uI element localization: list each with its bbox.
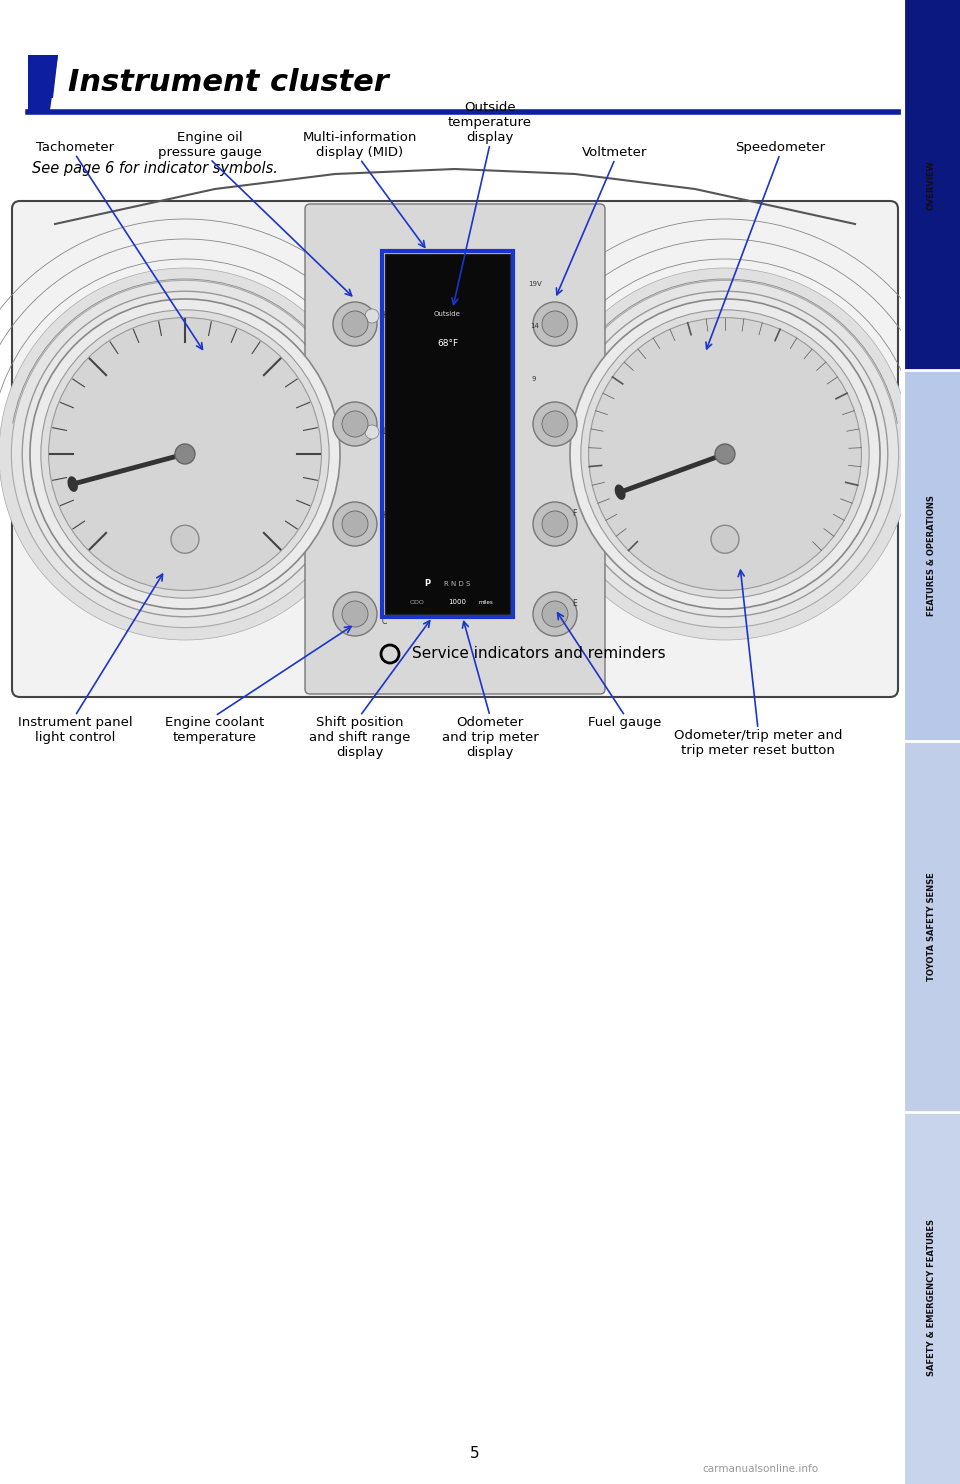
Text: ODO: ODO xyxy=(410,600,425,604)
Circle shape xyxy=(0,269,371,640)
Polygon shape xyxy=(28,55,58,110)
Circle shape xyxy=(533,592,577,637)
Circle shape xyxy=(342,601,368,628)
Text: Odometer
and trip meter
display: Odometer and trip meter display xyxy=(442,715,539,758)
Text: Outside: Outside xyxy=(434,312,461,318)
Circle shape xyxy=(533,502,577,546)
Text: H: H xyxy=(382,312,388,321)
Text: L: L xyxy=(382,427,386,436)
Text: C: C xyxy=(382,617,387,626)
Text: 9: 9 xyxy=(532,375,537,381)
Circle shape xyxy=(542,510,568,537)
Bar xyxy=(903,1112,960,1484)
Text: Instrument cluster: Instrument cluster xyxy=(68,68,389,96)
FancyBboxPatch shape xyxy=(305,203,605,695)
Circle shape xyxy=(342,312,368,337)
Text: Service indicators and reminders: Service indicators and reminders xyxy=(412,647,665,662)
Ellipse shape xyxy=(67,476,78,491)
Text: FEATURES & OPERATIONS: FEATURES & OPERATIONS xyxy=(927,496,936,616)
Circle shape xyxy=(539,269,911,640)
Text: Engine coolant
temperature: Engine coolant temperature xyxy=(165,715,265,743)
Text: Outside
temperature
display: Outside temperature display xyxy=(448,101,532,144)
Bar xyxy=(903,0,960,370)
Circle shape xyxy=(542,601,568,628)
Circle shape xyxy=(342,411,368,436)
Circle shape xyxy=(581,310,869,598)
Circle shape xyxy=(333,502,377,546)
Text: 19V: 19V xyxy=(528,280,541,286)
Circle shape xyxy=(342,510,368,537)
Circle shape xyxy=(542,411,568,436)
Text: TOYOTA SAFETY SENSE: TOYOTA SAFETY SENSE xyxy=(927,873,936,981)
FancyBboxPatch shape xyxy=(12,200,898,697)
Text: Shift position
and shift range
display: Shift position and shift range display xyxy=(309,715,411,758)
Text: R N D S: R N D S xyxy=(444,582,470,588)
Text: E: E xyxy=(572,600,577,608)
Circle shape xyxy=(715,444,735,464)
Text: 14: 14 xyxy=(530,324,539,329)
Text: F: F xyxy=(572,509,576,518)
Bar xyxy=(385,254,510,614)
Circle shape xyxy=(563,291,888,617)
Ellipse shape xyxy=(614,484,626,500)
Text: Fuel gauge: Fuel gauge xyxy=(588,715,661,729)
Text: 5: 5 xyxy=(470,1447,480,1462)
Text: OVERVIEW: OVERVIEW xyxy=(927,160,936,209)
Circle shape xyxy=(365,424,379,439)
Text: Instrument panel
light control: Instrument panel light control xyxy=(17,715,132,743)
Circle shape xyxy=(175,444,195,464)
Circle shape xyxy=(49,318,322,591)
Circle shape xyxy=(41,310,329,598)
Circle shape xyxy=(22,291,348,617)
Circle shape xyxy=(588,318,861,591)
Text: 1000: 1000 xyxy=(448,600,467,605)
Text: SAFETY & EMERGENCY FEATURES: SAFETY & EMERGENCY FEATURES xyxy=(927,1220,936,1377)
Text: Odometer/trip meter and
trip meter reset button: Odometer/trip meter and trip meter reset… xyxy=(674,729,842,757)
Circle shape xyxy=(171,525,199,554)
Text: H: H xyxy=(382,512,388,521)
Circle shape xyxy=(333,592,377,637)
Text: carmanualsonline.info: carmanualsonline.info xyxy=(702,1465,818,1474)
Text: 68°F: 68°F xyxy=(437,340,458,349)
Text: Engine oil
pressure gauge: Engine oil pressure gauge xyxy=(158,131,262,159)
Circle shape xyxy=(551,280,899,628)
Circle shape xyxy=(711,525,739,554)
Circle shape xyxy=(533,303,577,346)
Bar xyxy=(903,370,960,741)
Text: Speedometer: Speedometer xyxy=(735,141,825,154)
Circle shape xyxy=(365,309,379,324)
Bar xyxy=(903,741,960,1112)
Text: P: P xyxy=(424,579,431,589)
Circle shape xyxy=(333,402,377,447)
Text: Tachometer: Tachometer xyxy=(36,141,114,154)
Circle shape xyxy=(30,298,340,608)
Circle shape xyxy=(542,312,568,337)
Text: Multi-information
display (MID): Multi-information display (MID) xyxy=(302,131,418,159)
Text: miles: miles xyxy=(478,600,492,604)
Circle shape xyxy=(533,402,577,447)
Circle shape xyxy=(12,280,359,628)
Text: See page 6 for indicator symbols.: See page 6 for indicator symbols. xyxy=(32,162,277,177)
Circle shape xyxy=(570,298,880,608)
Polygon shape xyxy=(28,55,58,98)
Bar xyxy=(382,251,513,617)
Text: Voltmeter: Voltmeter xyxy=(583,145,648,159)
Circle shape xyxy=(333,303,377,346)
